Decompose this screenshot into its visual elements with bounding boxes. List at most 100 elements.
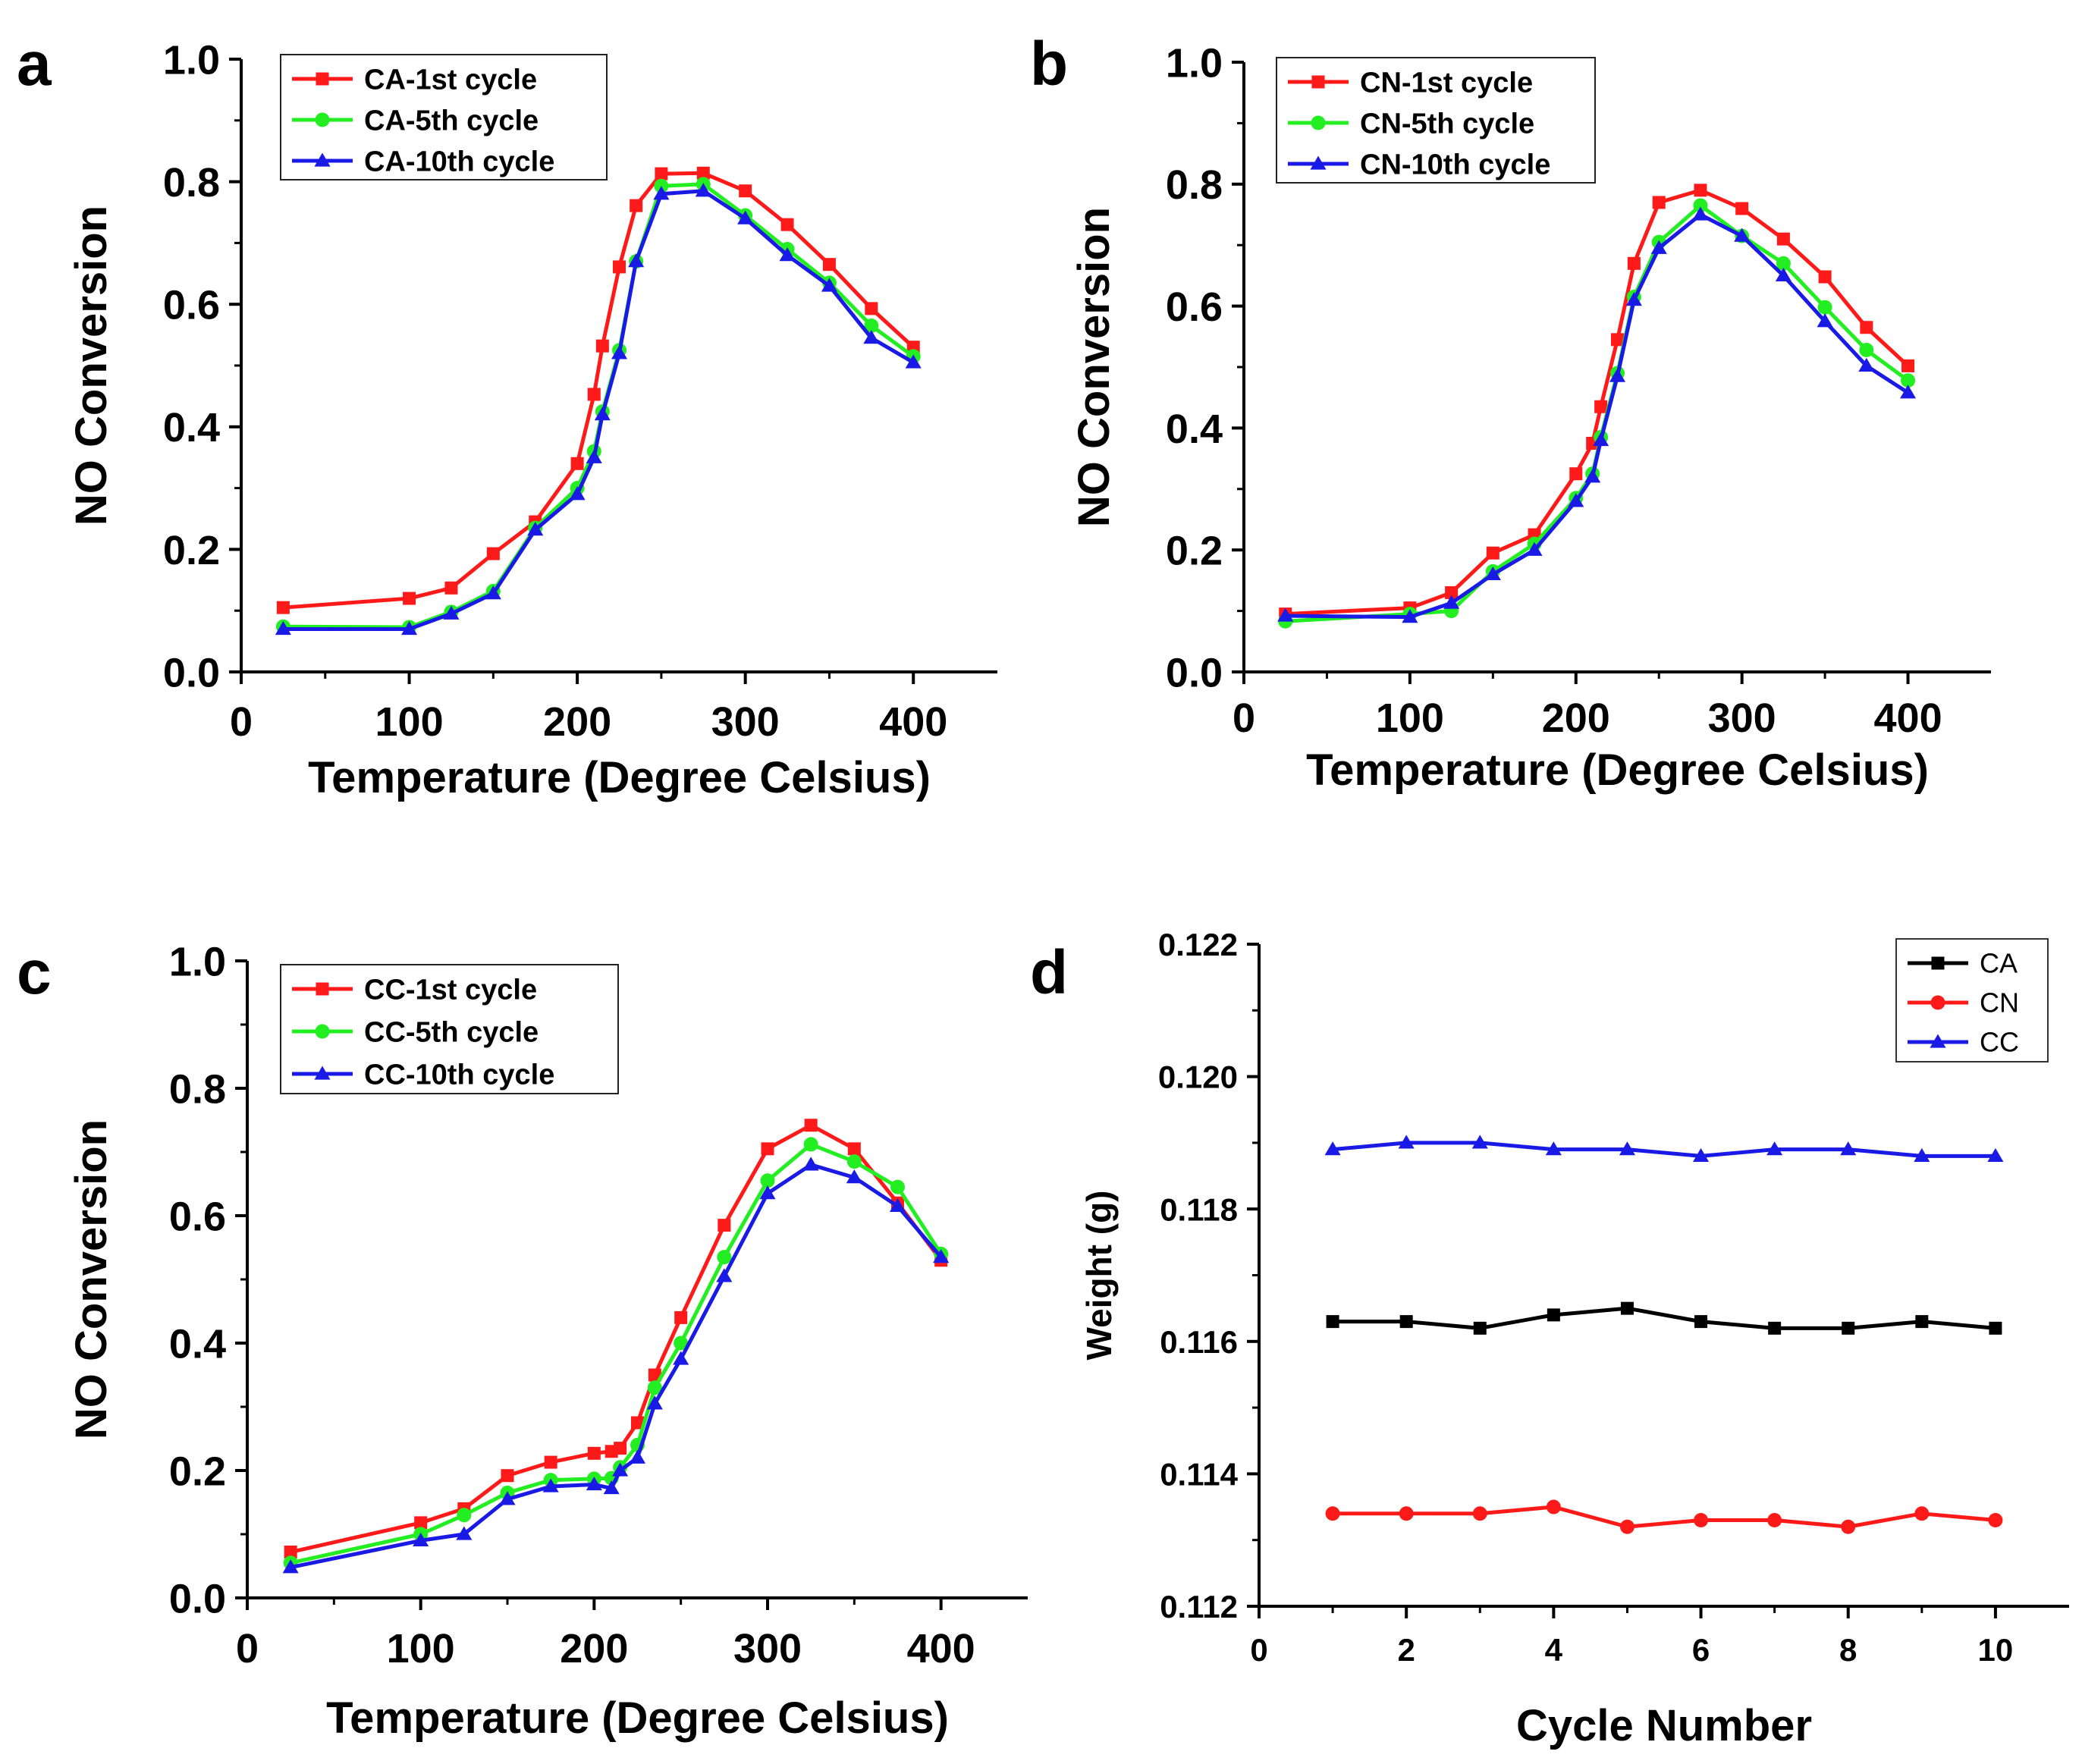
- data-point: [1767, 1513, 1782, 1528]
- data-point: [413, 1532, 429, 1547]
- data-point: [456, 1526, 473, 1540]
- data-point: [1398, 1135, 1415, 1149]
- data-point: [802, 1157, 819, 1171]
- y-tick-label: 0.122: [1158, 927, 1238, 962]
- data-point: [1325, 1506, 1340, 1521]
- data-point: [1402, 609, 1418, 623]
- data-point: [905, 354, 922, 369]
- data-point: [1818, 270, 1832, 284]
- legend-entry: CC-10th cycle: [364, 1059, 554, 1091]
- data-point: [1399, 1315, 1413, 1329]
- data-point: [1901, 359, 1915, 372]
- legend-marker: [314, 1066, 331, 1080]
- x-tick-label: 200: [560, 1626, 628, 1671]
- legend-marker: [316, 982, 329, 996]
- data-point: [1324, 1141, 1341, 1156]
- series-line-ca: [1333, 1306, 1996, 1330]
- x-axis-label: Cycle Number: [1516, 1701, 1812, 1750]
- y-tick-label: 0.4: [1166, 406, 1223, 452]
- legend-entry: CN-10th cycle: [1360, 149, 1550, 180]
- data-point: [1841, 1519, 1856, 1534]
- x-tick-label: 400: [879, 699, 947, 745]
- x-tick-label: 0: [1250, 1632, 1267, 1668]
- legend-marker: [1311, 115, 1326, 130]
- data-point: [457, 1508, 472, 1523]
- y-axis-label: NO Conversion: [67, 206, 116, 526]
- y-tick-label: 0.0: [1166, 650, 1223, 695]
- data-point: [499, 1491, 516, 1505]
- data-point: [718, 1219, 731, 1232]
- y-tick-label: 1.0: [169, 939, 226, 984]
- data-point: [611, 345, 628, 359]
- data-point: [1443, 595, 1460, 609]
- panel-label: b: [1030, 30, 1068, 99]
- x-tick-label: 4: [1545, 1632, 1563, 1668]
- data-point: [846, 1154, 862, 1169]
- legend: CA CN CC: [1895, 938, 2049, 1062]
- data-point: [401, 620, 418, 636]
- y-tick-label: 0.8: [163, 160, 220, 206]
- legend: CN-1st cycle CN-5th cycle CN-10th cycle: [1276, 57, 1596, 184]
- data-point: [1693, 1147, 1710, 1163]
- data-point: [1486, 546, 1499, 560]
- y-tick-label: 1.0: [1166, 40, 1223, 86]
- data-point: [1915, 1315, 1929, 1329]
- data-point: [1694, 1315, 1708, 1329]
- data-point: [1776, 232, 1790, 246]
- data-point: [1900, 385, 1917, 399]
- data-point: [822, 258, 836, 272]
- x-tick-label: 6: [1692, 1632, 1710, 1668]
- data-point: [739, 184, 752, 198]
- x-tick-label: 100: [1376, 695, 1444, 741]
- x-tick-label: 400: [907, 1626, 975, 1671]
- y-axis-label: NO Conversion: [67, 1119, 116, 1439]
- data-point: [716, 1268, 733, 1282]
- data-point: [647, 1380, 662, 1395]
- y-tick-label: 1.0: [163, 37, 220, 83]
- data-point: [761, 1142, 774, 1156]
- data-point: [1817, 313, 1833, 328]
- data-point: [1547, 1308, 1560, 1322]
- data-point: [1859, 342, 1874, 357]
- data-point: [612, 1462, 629, 1477]
- legend-marker: [316, 72, 329, 86]
- data-point: [629, 1449, 646, 1464]
- data-point: [1472, 1506, 1487, 1521]
- data-point: [1594, 400, 1608, 413]
- data-point: [1611, 333, 1624, 347]
- data-point: [1526, 541, 1543, 556]
- data-point: [717, 1250, 732, 1265]
- data-point: [803, 1137, 818, 1152]
- data-point: [631, 1416, 644, 1430]
- data-point: [1399, 1506, 1414, 1521]
- data-point: [1473, 1321, 1487, 1335]
- data-point: [1914, 1506, 1930, 1521]
- x-tick-label: 0: [1233, 695, 1255, 741]
- data-point: [655, 167, 668, 180]
- data-point: [1768, 1321, 1782, 1335]
- x-tick-label: 100: [375, 699, 444, 745]
- data-point: [1858, 357, 1875, 372]
- data-point: [501, 1469, 514, 1483]
- x-tick-label: 100: [387, 1626, 455, 1671]
- y-tick-label: 0.114: [1160, 1457, 1238, 1492]
- legend-marker: [1310, 155, 1327, 170]
- data-point: [1775, 267, 1792, 282]
- panel-a: a 0.0 0.2 0.4 0.6 0.8 1.0 0 100 200 300 400 Temperat…: [17, 30, 997, 802]
- data-point: [1484, 566, 1501, 581]
- data-point: [630, 199, 643, 212]
- legend-marker: [1930, 995, 1945, 1010]
- data-point: [1776, 256, 1791, 271]
- data-point: [1914, 1147, 1930, 1163]
- x-tick-label: 0: [236, 1626, 259, 1671]
- panel-d: d 0.112 0.114 0.116 0.118 0.120 0.122 0 2 4 6 8 10 Cy…: [1030, 927, 2069, 1750]
- data-point: [933, 1249, 950, 1263]
- data-point: [1593, 432, 1609, 447]
- legend-entry: CC-1st cycle: [364, 974, 537, 1006]
- data-point: [1625, 292, 1642, 306]
- data-point: [1471, 1135, 1488, 1149]
- data-point: [889, 1197, 906, 1213]
- y-tick-label: 0.8: [169, 1066, 226, 1112]
- x-tick-label: 300: [733, 1626, 802, 1671]
- data-point: [1989, 1321, 2002, 1335]
